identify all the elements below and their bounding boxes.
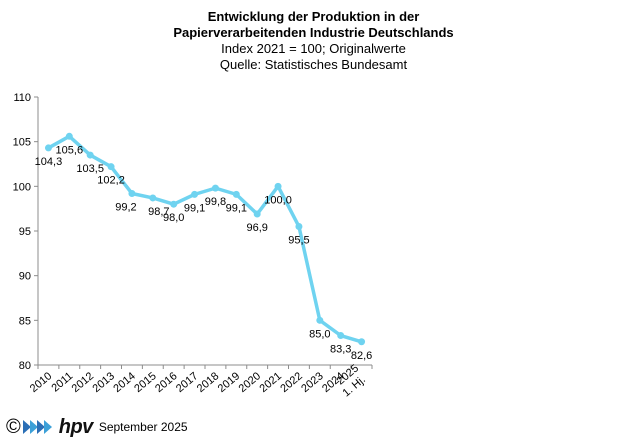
- data-label: 103,5: [76, 163, 104, 175]
- data-label: 100,0: [264, 194, 292, 206]
- data-point: [44, 144, 52, 152]
- x-tick-label: 2015: [132, 370, 158, 395]
- data-label: 105,6: [56, 144, 84, 156]
- y-tick-label: 80: [19, 360, 31, 372]
- x-tick-label: 2017: [174, 370, 200, 395]
- footer-date: September 2025: [98, 420, 188, 434]
- logo-text: hpv: [58, 415, 94, 438]
- data-point: [170, 200, 178, 208]
- chart-subtitle: Index 2021 = 100; Originalwerte: [221, 41, 406, 56]
- data-label: 104,3: [35, 156, 63, 168]
- x-tick-label: 2018: [195, 370, 221, 395]
- data-point: [86, 151, 94, 159]
- x-tick-label: 2019: [216, 370, 242, 395]
- x-tick-label: 2010: [28, 370, 54, 395]
- data-label: 98,7: [148, 206, 169, 218]
- footer: © hpv September 2025: [6, 415, 188, 439]
- data-label: 85,0: [309, 328, 330, 340]
- data-point: [107, 163, 115, 171]
- hpv-logo-icon: [22, 418, 55, 436]
- data-label: 99,1: [226, 202, 247, 214]
- data-label: 96,9: [246, 222, 267, 234]
- data-point: [211, 184, 219, 192]
- y-tick-label: 110: [13, 92, 31, 104]
- y-tick-label: 85: [19, 315, 31, 327]
- x-tick-label: 2021: [258, 370, 284, 395]
- data-point: [128, 189, 136, 197]
- x-tick-label: 2022: [278, 370, 304, 395]
- x-tick-label: 2011: [49, 370, 75, 394]
- data-point: [337, 332, 345, 340]
- x-tick-label: 20251. Hj.: [332, 362, 369, 399]
- data-point: [253, 210, 261, 218]
- x-tick-label: 2016: [153, 370, 179, 395]
- data-point: [295, 223, 303, 231]
- data-point: [274, 182, 282, 190]
- x-tick-label: 2014: [111, 370, 137, 395]
- chart-title-block: Entwicklung der Produktion in der Papier…: [0, 9, 627, 73]
- x-tick-label: 2020: [237, 370, 263, 395]
- x-tick-label: 2023: [299, 370, 325, 395]
- series-line: [46, 134, 364, 344]
- x-tick-label: 2013: [91, 370, 117, 395]
- chart-title-line2: Papierverarbeitenden Industrie Deutschla…: [173, 25, 454, 40]
- chart-title-line1: Entwicklung der Produktion in der: [207, 9, 420, 24]
- y-tick-label: 90: [19, 271, 31, 283]
- data-point: [358, 338, 366, 346]
- data-label: 99,1: [184, 202, 205, 214]
- data-point: [191, 190, 199, 198]
- copyright-symbol: ©: [6, 415, 21, 438]
- y-tick-label: 100: [13, 181, 31, 193]
- data-label: 83,3: [330, 344, 351, 356]
- y-tick-label: 95: [19, 226, 31, 238]
- x-tick-label: 2012: [70, 370, 96, 395]
- data-label: 82,6: [351, 350, 372, 362]
- data-label: 95,5: [288, 235, 309, 247]
- data-label: 102,2: [97, 175, 125, 187]
- data-point: [65, 132, 73, 140]
- data-label: 99,8: [205, 196, 226, 208]
- data-point: [232, 190, 240, 198]
- chart-source: Quelle: Statistisches Bundesamt: [219, 57, 408, 72]
- y-tick-label: 105: [13, 137, 31, 149]
- data-point: [149, 194, 157, 202]
- data-label: 98,0: [163, 212, 184, 224]
- data-label: 99,2: [115, 201, 136, 213]
- data-point: [316, 316, 324, 324]
